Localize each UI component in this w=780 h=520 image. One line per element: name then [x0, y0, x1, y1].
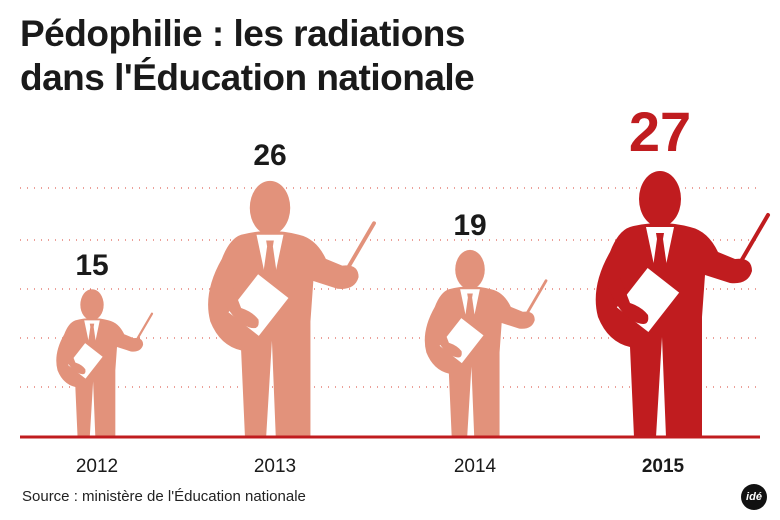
tie-icon — [263, 240, 277, 283]
pointer-icon — [135, 312, 154, 342]
value-label-2013: 26 — [253, 139, 286, 172]
x-tick-label-2012: 2012 — [76, 456, 118, 477]
value-label-2012: 15 — [75, 249, 108, 282]
title-line-2: dans l'Éducation nationale — [20, 57, 475, 98]
figure-bar-2014 — [424, 249, 548, 437]
figure-bar-2013 — [208, 180, 376, 437]
person-head — [80, 289, 104, 321]
person-body — [208, 230, 359, 437]
x-tick-label-2015: 2015 — [642, 456, 685, 477]
person-arm — [433, 324, 462, 358]
value-label-2015: 27 — [629, 100, 691, 163]
pointer-icon — [524, 279, 548, 316]
chart-title: Pédophilie : les radiations dans l'Éducat… — [20, 12, 475, 100]
person-arm — [608, 277, 649, 324]
x-tick-label-2014: 2014 — [454, 456, 497, 477]
ide-logo: idé — [741, 484, 767, 510]
title-line-1: Pédophilie : les radiations — [20, 13, 466, 54]
x-tick-label-2013: 2013 — [254, 456, 296, 477]
source-note: Source : ministère de l'Éducation nation… — [22, 488, 306, 505]
figure-bar-2012 — [56, 289, 154, 437]
person-body — [424, 286, 535, 437]
tie-icon — [88, 323, 96, 349]
tie-icon — [465, 293, 475, 325]
pointer-icon — [738, 213, 770, 265]
tie-icon — [653, 233, 667, 277]
pointer-icon — [345, 221, 376, 272]
person-head — [455, 249, 485, 290]
value-label-2014: 19 — [453, 209, 486, 242]
person-body — [56, 318, 144, 437]
figure-bar-2015 — [595, 171, 770, 437]
person-head — [639, 171, 681, 227]
person-head — [249, 180, 291, 235]
person-arm — [63, 348, 86, 375]
person-arm — [219, 282, 259, 329]
person-body — [595, 223, 752, 437]
